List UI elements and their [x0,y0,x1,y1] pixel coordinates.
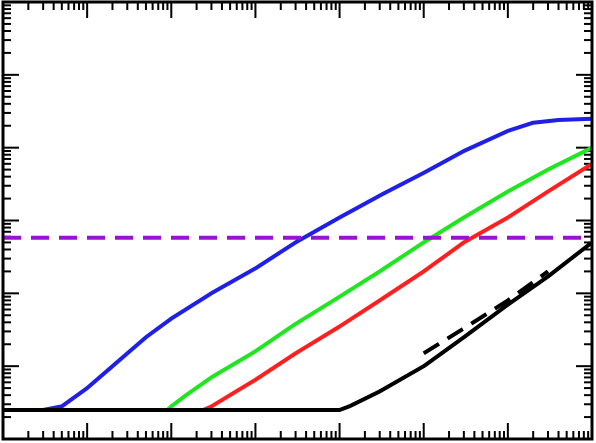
series-lines [3,119,592,410]
series-line-2 [3,148,592,410]
series-line-1 [3,119,592,410]
series-line-3 [3,164,592,410]
series-line-5 [424,271,548,353]
